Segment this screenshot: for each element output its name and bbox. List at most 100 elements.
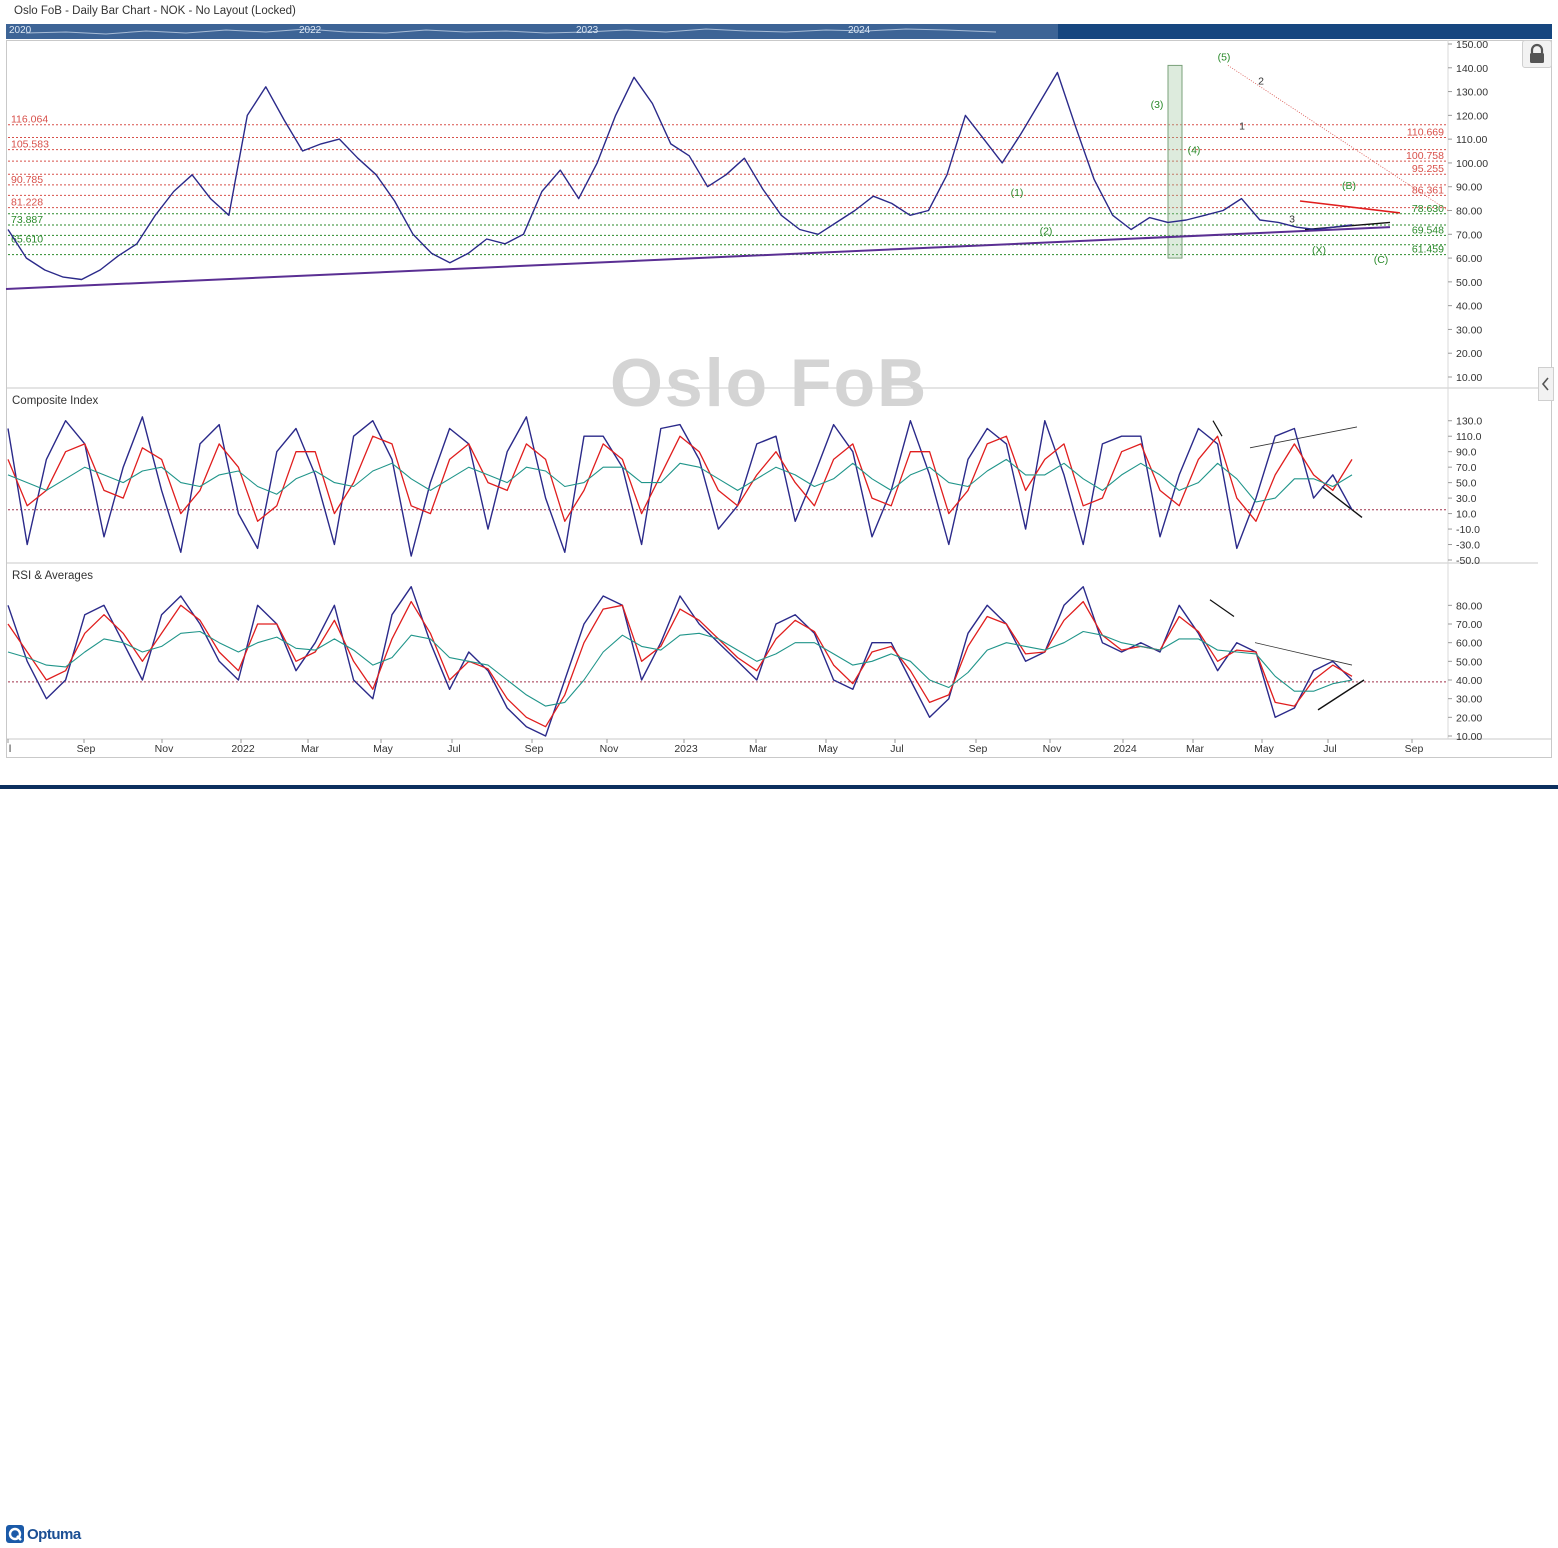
y-tick-label: 10.00: [1456, 731, 1482, 743]
x-tick-label: Sep: [525, 743, 544, 755]
y-tick-label: 60.00: [1456, 638, 1482, 650]
navigator-window[interactable]: [6, 24, 1058, 39]
composite-panel-title: Composite Index: [12, 395, 99, 407]
window-title: Oslo FoB - Daily Bar Chart - NOK - No La…: [14, 5, 296, 17]
y-tick-label: 50.00: [1456, 656, 1482, 668]
y-tick-label: -50.0: [1456, 555, 1480, 567]
fib-level-label: 95.255: [1412, 163, 1444, 175]
y-tick-label: 10.0: [1456, 509, 1477, 521]
timeline-navigator[interactable]: 2020 2022 2023 2024: [6, 24, 1552, 39]
y-tick-label: 60.00: [1456, 253, 1482, 265]
y-tick-label: 10.00: [1456, 372, 1482, 384]
bottom-bar: [0, 785, 1558, 789]
series-line: [7, 458, 1353, 503]
wave-label: (1): [1011, 187, 1024, 199]
divergence-line: [1321, 485, 1363, 519]
y-tick-label: 30.0: [1456, 493, 1477, 505]
chart-canvas[interactable]: 150.00 140.00 130.00 120.00 1 10.00 100.00 90.0…: [0, 0, 1558, 789]
wave-label: (3): [1151, 99, 1164, 111]
watermark: Oslo FoB: [610, 345, 929, 421]
x-tick-label: Sep: [77, 743, 96, 755]
y-tick-label: 140.00: [1456, 63, 1488, 75]
x-tick-label: Jul: [1323, 743, 1336, 755]
x-axis: l Sep Nov 2022 Mar May Jul Sep Nov 2023 Mar May Jul S…: [7, 739, 1424, 755]
wave-label: 2: [1258, 75, 1264, 87]
price-panel: 150.00 140.00 130.00 120.00 1 10.00 100.00 90.0…: [5, 39, 1488, 384]
divergence-line: [1209, 599, 1235, 618]
lock-button[interactable]: [1522, 40, 1552, 68]
optuma-logo-text: Optuma: [27, 1525, 81, 1543]
wave-label: (C): [1374, 254, 1389, 266]
x-tick-label: Sep: [969, 743, 988, 755]
wave-label: (X): [1312, 244, 1326, 256]
highlight-box: [1167, 64, 1183, 259]
x-tick-label: Nov: [600, 743, 619, 755]
fib-level-label: 81.228: [11, 197, 43, 209]
x-tick-label: Nov: [155, 743, 174, 755]
fib-level-label: 100.758: [1406, 150, 1444, 162]
series-line: [7, 435, 1353, 522]
y-tick-label: 100.00: [1456, 158, 1488, 170]
navigator-year-label: 2020: [9, 25, 32, 36]
y-tick-label: 130.00: [1456, 87, 1488, 99]
navigator-year-label: 2024: [848, 25, 871, 36]
series-line: [7, 600, 1353, 728]
fib-level-label: 90.785: [11, 174, 43, 186]
red-trend-line: [1299, 200, 1401, 214]
rsi-panel-title: RSI & Averages: [12, 570, 93, 582]
fib-level-label: 86.361: [1412, 184, 1444, 196]
x-tick-label: May: [373, 743, 394, 755]
fib-level-label: 73.887: [11, 214, 43, 226]
y-tick-label: -10.0: [1456, 524, 1480, 536]
y-tick-label: -30.0: [1456, 540, 1480, 552]
y-tick-label: 70.0: [1456, 462, 1477, 474]
x-tick-label: May: [818, 743, 839, 755]
wave-label: (B): [1342, 180, 1356, 192]
fib-level-label: 61.459: [1412, 244, 1444, 256]
navigator-year-label: 2022: [299, 25, 322, 36]
composite-panel: 130.0 110.0 90.0 70.0 50.0 30.0 10.0 -10.0 -30.0…: [7, 416, 1482, 567]
y-tick-label: 30.00: [1456, 324, 1482, 336]
y-tick-label: 70.00: [1456, 619, 1482, 631]
y-tick-label: 120.00: [1456, 110, 1488, 122]
x-tick-label: 2024: [1113, 743, 1137, 755]
x-tick-label: Mar: [301, 743, 320, 755]
navigator-year-label: 2023: [576, 25, 599, 36]
y-tick-label: 50.0: [1456, 478, 1477, 490]
fib-level-label: 65.610: [11, 234, 43, 246]
collapse-panel-button[interactable]: [1538, 367, 1554, 401]
wave-label: 3: [1289, 213, 1295, 225]
rsi-panel: 80.00 70.00 60.00 50.00 40.00 30.00 20.00 10.00: [7, 586, 1482, 743]
y-tick-label: 20.00: [1456, 712, 1482, 724]
y-tick-label: 80.00: [1456, 600, 1482, 612]
y-tick-label: 40.00: [1456, 675, 1482, 687]
divergence-line: [1249, 426, 1358, 449]
x-tick-label: 2023: [674, 743, 698, 755]
x-tick-label: Jul: [890, 743, 903, 755]
y-tick-label: 70.00: [1456, 229, 1482, 241]
wave-label: (4): [1188, 144, 1201, 156]
optuma-logo-icon: [6, 1525, 24, 1543]
wave-label: 1: [1239, 121, 1245, 133]
fib-level-label: 105.583: [11, 139, 49, 151]
x-tick-label: 2022: [231, 743, 255, 755]
x-tick-label: May: [1254, 743, 1275, 755]
lock-icon: [1530, 43, 1544, 63]
wave-label: (5): [1218, 52, 1231, 64]
x-tick-label: l: [9, 743, 11, 755]
fib-level-label: 78.630: [1412, 203, 1444, 215]
divergence-line: [1317, 679, 1365, 711]
navigator-sparkline: [25, 28, 997, 35]
x-tick-label: Sep: [1405, 743, 1424, 755]
series-line: [7, 71, 1353, 281]
x-tick-label: Nov: [1043, 743, 1062, 755]
trend-line: [5, 226, 1391, 290]
y-tick-label: 150.00: [1456, 39, 1488, 51]
series-line: [7, 416, 1353, 557]
x-tick-label: Jul: [447, 743, 460, 755]
y-tick-label: 20.00: [1456, 348, 1482, 360]
x-tick-label: Mar: [749, 743, 768, 755]
fib-level-label: 69.548: [1412, 224, 1444, 236]
y-tick-label: 90.00: [1456, 182, 1482, 194]
optuma-logo: Optuma: [6, 1524, 81, 1544]
